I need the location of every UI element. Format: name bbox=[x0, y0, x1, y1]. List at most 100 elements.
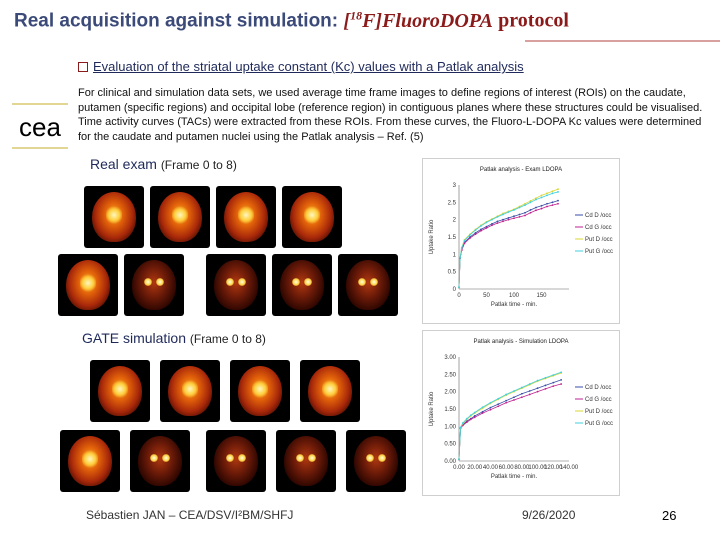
exam-chart-series-3-point-8 bbox=[491, 218, 493, 221]
title-isotope: [18F]FluoroDOPA bbox=[343, 8, 493, 32]
sim-chart-xlabel: Patlak time - min. bbox=[491, 474, 538, 480]
exam-chart-xtick-1: 50 bbox=[483, 293, 490, 299]
exam-chart-series-0-point-6 bbox=[480, 228, 482, 231]
exam-chart-series-1-point-7 bbox=[485, 227, 488, 229]
body-paragraph: For clinical and simulation data sets, w… bbox=[78, 87, 703, 143]
real-exam-frame-6 bbox=[206, 254, 266, 316]
exam-chart-ylabel: Uptake Ratio bbox=[429, 219, 435, 254]
exam-chart-ytick-4: 2 bbox=[453, 218, 457, 224]
title-protocol: protocol bbox=[498, 9, 569, 32]
exam-chart-series-0-point-5 bbox=[474, 231, 477, 234]
sim-chart-ytick-6: 3.00 bbox=[444, 355, 456, 361]
sim-chart-ytick-3: 1.50 bbox=[444, 407, 456, 413]
title-rule bbox=[525, 40, 720, 42]
sim-chart-series-3-point-7 bbox=[489, 401, 492, 404]
sim-chart-series-0-point-5 bbox=[473, 415, 476, 417]
gate-simulation-frames: (Frame 0 to 8) bbox=[189, 332, 266, 346]
sim-chart-xtick-3: 60.00 bbox=[499, 465, 515, 471]
exam-chart-series-1-point-4 bbox=[469, 237, 471, 239]
exam-chart-series-2-point-20 bbox=[557, 188, 559, 191]
sim-chart-legend-entry-3: Put G /occ bbox=[585, 421, 613, 427]
sim-chart-series-3-point-5 bbox=[473, 411, 476, 414]
real-exam-frame-1 bbox=[150, 186, 210, 248]
sim-chart-series-0-point-14 bbox=[544, 384, 547, 387]
sim-chart-series-3-point-2 bbox=[462, 421, 464, 424]
exam-chart-ytick-0: 0 bbox=[453, 287, 457, 293]
exam-chart-legend-entry-2: Put D /occ bbox=[585, 237, 613, 243]
exam-chart-series-3-point-18 bbox=[546, 194, 548, 197]
checkbox-bullet-icon bbox=[78, 62, 88, 72]
sim-chart-series-0-point-15 bbox=[552, 381, 555, 384]
sim-chart-series-3-point-16 bbox=[560, 371, 563, 374]
sim-chart-xtick-4: 80.00 bbox=[514, 465, 530, 471]
sim-chart-series-3-point-9 bbox=[505, 393, 508, 396]
sim-chart-series-3-point-3 bbox=[465, 417, 468, 420]
exam-chart-series-0-point-18 bbox=[546, 202, 548, 205]
exam-chart-legend-entry-0: Cd D /occ bbox=[585, 213, 611, 219]
exam-chart-series-3-point-4 bbox=[469, 234, 471, 236]
sim-chart-series-0-point-12 bbox=[528, 390, 531, 392]
exam-chart-series-0-point-8 bbox=[491, 222, 493, 225]
exam-chart-ytick-3: 1.5 bbox=[448, 235, 457, 241]
sim-chart-series-3-point-10 bbox=[513, 390, 515, 392]
sim-chart-ylabel: Uptake Ratio bbox=[429, 391, 435, 426]
sim-chart-ytick-0: 0.00 bbox=[444, 459, 456, 465]
exam-chart-series-3-point-6 bbox=[480, 225, 482, 227]
exam-chart-series-3-point-14 bbox=[524, 204, 526, 207]
sim-chart-xtick-7: 140.00 bbox=[560, 465, 579, 471]
sim-chart-ytick-2: 1.00 bbox=[444, 424, 456, 430]
exam-chart-series-3-point-16 bbox=[535, 198, 537, 201]
exam-chart-series-3-point-15 bbox=[529, 201, 532, 204]
exam-chart-series-1-point-18 bbox=[546, 205, 548, 208]
exam-chart-series-3-point-2 bbox=[460, 247, 463, 249]
exam-chart-series-0-point-9 bbox=[496, 220, 499, 223]
exam-chart-series-3-point-0 bbox=[458, 286, 460, 289]
sim-chart-series-1-point-11 bbox=[520, 396, 523, 399]
sim-chart-series-0-point-13 bbox=[536, 387, 539, 390]
exam-chart-xtick-0: 0 bbox=[457, 293, 461, 299]
exam-chart-series-3-point-1 bbox=[459, 256, 461, 259]
exam-chart-series-3-point-17 bbox=[540, 196, 543, 199]
exam-chart-series-1-point-8 bbox=[491, 224, 493, 227]
sim-chart-series-0-point-11 bbox=[520, 392, 523, 395]
exam-chart-series-3-point-12 bbox=[513, 209, 515, 211]
cea-logo: cea bbox=[10, 96, 70, 156]
sim-chart-series-line-0 bbox=[458, 379, 562, 460]
exam-chart-series-0-point-7 bbox=[485, 225, 488, 228]
exam-chart-series-line-0 bbox=[458, 200, 559, 288]
exam-chart-series-3-point-11 bbox=[507, 211, 510, 213]
exam-chart-series-1-point-10 bbox=[502, 220, 504, 223]
exam-chart-series-0-point-15 bbox=[529, 209, 532, 211]
sim-chart-series-1-point-4 bbox=[469, 418, 472, 421]
exam-chart-series-1-point-9 bbox=[496, 222, 499, 225]
sim-chart-series-3-point-15 bbox=[552, 374, 555, 376]
exam-chart-series-line-3 bbox=[458, 191, 559, 288]
sim-chart-ytick-5: 2.50 bbox=[444, 372, 456, 378]
footer-date: 9/26/2020 bbox=[522, 508, 576, 522]
footer-author: Sébastien JAN – CEA/DSV/I²BM/SHFJ bbox=[86, 508, 294, 522]
real-exam-frame-3 bbox=[282, 186, 342, 248]
sim-chart-series-3-point-1 bbox=[459, 426, 462, 429]
exam-chart-series-line-1 bbox=[458, 203, 559, 288]
sim-chart-series-1-point-14 bbox=[544, 387, 547, 390]
real-exam-frame-4 bbox=[58, 254, 118, 316]
exam-chart-ytick-2: 1 bbox=[453, 252, 457, 258]
real-exam-title: Real exam bbox=[90, 156, 157, 172]
gate-simulation-title: GATE simulation bbox=[82, 330, 186, 346]
exam-chart-series-2-point-16 bbox=[535, 197, 537, 200]
sim-chart-series-3-point-14 bbox=[544, 376, 547, 379]
sim-chart-series-0-point-6 bbox=[481, 410, 484, 413]
exam-chart-title: Patlak analysis - Exam LDOPA bbox=[480, 167, 562, 173]
gate-sim-frame-0 bbox=[90, 360, 150, 422]
exam-chart-series-0-point-10 bbox=[502, 218, 504, 221]
exam-chart-series-2-point-15 bbox=[529, 200, 532, 202]
logo-text: cea bbox=[19, 112, 61, 142]
title-dopa: DOPA bbox=[439, 9, 493, 32]
sim-chart-series-0-point-8 bbox=[497, 403, 500, 406]
gate-sim-frame-7 bbox=[276, 430, 336, 492]
real-exam-frames: (Frame 0 to 8) bbox=[160, 158, 237, 172]
sim-chart-xtick-1: 20.00 bbox=[467, 465, 483, 471]
sim-chart-series-0-point-9 bbox=[505, 399, 508, 402]
real-exam-label: Real exam (Frame 0 to 8) bbox=[90, 156, 237, 172]
exam-chart-series-3-point-10 bbox=[502, 213, 504, 216]
